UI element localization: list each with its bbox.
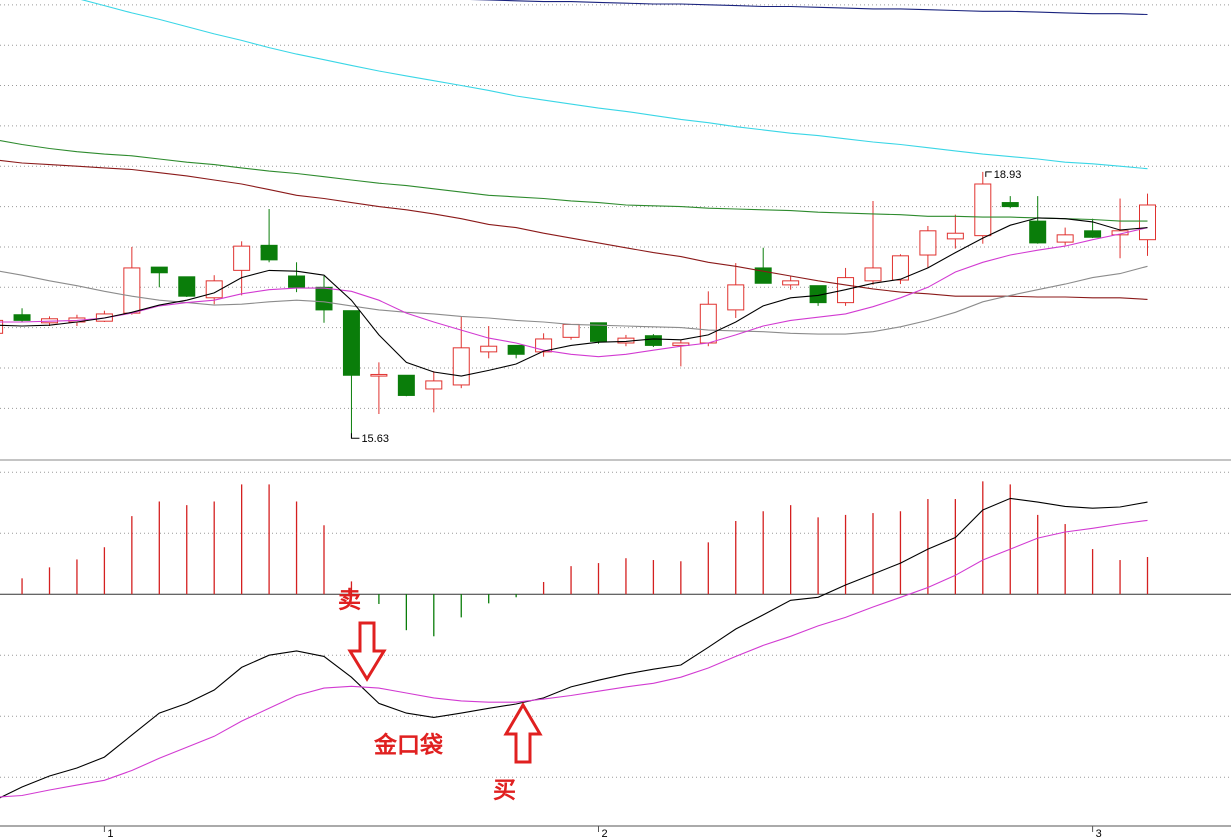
x-tick-label: 1 <box>107 828 113 840</box>
label-pointer <box>350 433 360 439</box>
series-line <box>0 159 1148 300</box>
candle-body <box>342 310 360 376</box>
candle-body <box>13 314 31 321</box>
label-pointer <box>985 171 992 177</box>
series-line <box>0 497 1148 799</box>
candle-body <box>891 255 909 281</box>
buy-arrow <box>503 702 543 764</box>
candle-body <box>123 267 141 314</box>
candle-body <box>0 319 4 334</box>
x-tick-label: 2 <box>602 828 608 840</box>
series-line <box>469 0 1148 16</box>
candle-body <box>562 323 580 338</box>
high-label: 18.93 <box>994 169 1022 181</box>
candle-body <box>150 266 168 274</box>
candle-body <box>370 373 388 377</box>
buy-label: 买 <box>493 777 516 802</box>
candle-body <box>782 280 800 286</box>
candle-body <box>699 303 717 344</box>
candle-body <box>397 374 415 396</box>
series-line <box>0 227 1148 358</box>
candle-body <box>1056 234 1074 243</box>
candle-body <box>288 275 306 288</box>
candle-body <box>507 344 525 355</box>
low-label: 15.63 <box>361 433 389 445</box>
series-line <box>0 217 1148 377</box>
candle-body <box>590 322 607 342</box>
x-tick-label: 3 <box>1096 828 1102 840</box>
candle-body <box>974 183 992 237</box>
candle-body <box>672 342 690 346</box>
candle-body <box>644 335 662 346</box>
candle-body <box>919 230 937 256</box>
candle-body <box>480 345 498 353</box>
candle-body <box>727 284 745 311</box>
sell-label: 卖 <box>338 587 361 612</box>
pocket-label: 金口袋 <box>373 731 444 757</box>
series-line <box>0 140 1148 222</box>
candle-body <box>864 267 882 282</box>
annotations: 卖 金口袋 买 <box>338 587 543 802</box>
candle-body <box>178 276 196 297</box>
candle-body <box>452 347 470 386</box>
candle-body <box>233 245 251 271</box>
candle-body <box>1084 230 1102 238</box>
candle-body <box>1001 202 1019 208</box>
candle-body <box>260 244 278 261</box>
series-line <box>0 519 1148 798</box>
candle-body <box>425 380 443 390</box>
candle-body <box>946 232 964 240</box>
candle-body <box>1111 230 1129 236</box>
sell-arrow <box>347 621 387 682</box>
candle-body <box>1029 220 1047 244</box>
series-line <box>80 0 1148 170</box>
candle-body <box>1139 204 1156 241</box>
candle-body <box>315 286 333 311</box>
